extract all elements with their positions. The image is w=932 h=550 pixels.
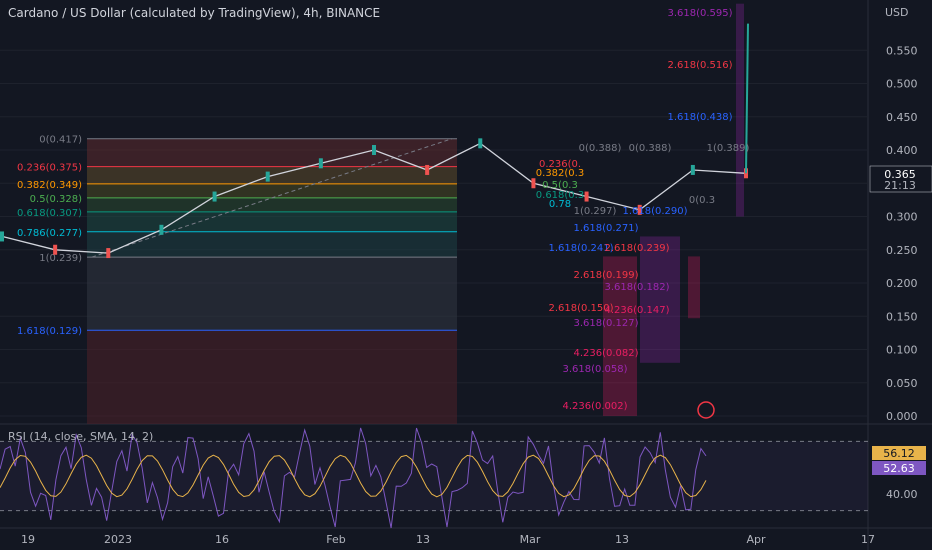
fib-extension-box bbox=[688, 256, 700, 319]
fib-level-label: 0.382(0.349) bbox=[17, 180, 82, 191]
last-price-badge bbox=[869, 165, 932, 193]
fib-band bbox=[87, 257, 457, 331]
last-price-value: 0.365 bbox=[884, 168, 916, 181]
price-tick-label: 0.050 bbox=[886, 377, 918, 390]
fib-extension-label: 1(0.297) bbox=[574, 206, 617, 217]
price-candle bbox=[584, 191, 589, 202]
price-tick-label: 0.550 bbox=[886, 44, 918, 57]
price-candle bbox=[0, 231, 4, 242]
rsi-band bbox=[0, 441, 868, 511]
price-tick-label: 0.250 bbox=[886, 244, 918, 257]
price-candle bbox=[212, 191, 217, 202]
fib-band bbox=[87, 211, 457, 232]
fib-extension-label: 2.618(0.516) bbox=[667, 60, 732, 71]
fib-level-label: 0(0.417) bbox=[39, 135, 82, 146]
fib-extension-label: 0.5(0.3 bbox=[542, 180, 578, 191]
lightning-icon bbox=[697, 401, 715, 419]
rsi-value-label: 56.12 bbox=[883, 447, 915, 460]
time-tick-label: 13 bbox=[416, 533, 430, 546]
chart-title: Cardano / US Dollar (calculated by Tradi… bbox=[8, 6, 381, 20]
fib-level-label: 1.618(0.129) bbox=[17, 326, 82, 337]
fib-extension-label: 0(0.388) bbox=[579, 143, 622, 154]
price-candle bbox=[478, 138, 483, 149]
fib-extension-label: 0(0.388) bbox=[629, 143, 672, 154]
price-axis-currency: USD bbox=[885, 6, 909, 19]
fib-extension-box bbox=[640, 236, 680, 363]
price-tick-label: 0.450 bbox=[886, 111, 918, 124]
fib-trend-line bbox=[91, 138, 453, 258]
fib-band bbox=[87, 183, 457, 198]
fib-level-label: 0.618(0.307) bbox=[17, 208, 82, 219]
price-tick-label: 0.500 bbox=[886, 78, 918, 91]
fib-extension-label: 0(0.3 bbox=[689, 195, 715, 206]
price-candle bbox=[53, 244, 58, 255]
fib-extension-label: 0.78 bbox=[549, 199, 571, 210]
fib-band bbox=[87, 330, 457, 424]
rsi-line bbox=[0, 427, 707, 529]
fib-extension-label: 2.618(0.239) bbox=[604, 243, 669, 254]
price-tick-label: 0.150 bbox=[886, 310, 918, 323]
time-tick-label: 17 bbox=[861, 533, 875, 546]
fib-extension-label: 3.618(0.182) bbox=[604, 282, 669, 293]
fib-extension-label: 1.618(0.241) bbox=[548, 243, 613, 254]
price-tick-label: 0.000 bbox=[886, 410, 918, 423]
fib-extension-label: 2.618(0.150) bbox=[548, 303, 613, 314]
fib-extension-label: 1.618(0.438) bbox=[667, 112, 732, 123]
fib-extension-label: 4.236(0.147) bbox=[604, 305, 669, 316]
rsi-ma-line bbox=[0, 454, 707, 498]
fib-extension-label: 3.618(0.595) bbox=[667, 8, 732, 19]
time-tick-label: Mar bbox=[520, 533, 541, 546]
fib-level-label: 0.786(0.277) bbox=[17, 228, 82, 239]
price-tick-label: 0.300 bbox=[886, 211, 918, 224]
fib-extension-label: 1(0.389) bbox=[707, 143, 750, 154]
fib-extension-label: 1.618(0.290) bbox=[622, 206, 687, 217]
time-tick-label: Feb bbox=[326, 533, 345, 546]
fib-extension-label: 1.618(0.271) bbox=[573, 223, 638, 234]
price-candle bbox=[425, 164, 430, 175]
fib-extension-label: 3.618(0.058) bbox=[562, 364, 627, 375]
price-tick-label: 0.100 bbox=[886, 344, 918, 357]
fib-band bbox=[87, 231, 457, 258]
fib-extension-label: 2.618(0.199) bbox=[573, 270, 638, 281]
price-breakout-line bbox=[745, 23, 749, 174]
fib-extension-label: 4.236(0.082) bbox=[573, 348, 638, 359]
fib-extension-box bbox=[736, 3, 744, 217]
fib-extension-box bbox=[603, 256, 637, 416]
fib-extension-label: 4.236(0.002) bbox=[562, 401, 627, 412]
rsi-tick-label: 40.00 bbox=[886, 488, 918, 501]
price-candle bbox=[372, 145, 376, 155]
price-tick-label: 0.400 bbox=[886, 144, 918, 157]
fib-band bbox=[87, 197, 457, 212]
fib-band bbox=[87, 138, 457, 167]
price-candle bbox=[106, 248, 111, 259]
price-tick-label: 0.200 bbox=[886, 277, 918, 290]
fib-level-label: 1(0.239) bbox=[39, 253, 82, 264]
time-tick-label: 16 bbox=[215, 533, 229, 546]
fib-extension-label: 0.618(0.3 bbox=[536, 190, 584, 201]
price-candle bbox=[318, 158, 323, 169]
rsi-title: RSI (14, close, SMA, 14, 2) bbox=[8, 430, 154, 443]
fib-level-label: 0.236(0.375) bbox=[17, 163, 82, 174]
fib-extension-label: 0.382(0.3 bbox=[536, 168, 584, 179]
time-tick-label: 13 bbox=[615, 533, 629, 546]
rsi-ma-badge bbox=[872, 446, 926, 460]
fib-level-label: 0.5(0.328) bbox=[30, 194, 82, 205]
rsi-badge bbox=[872, 461, 926, 475]
fib-extension-label: 3.618(0.127) bbox=[573, 318, 638, 329]
price-candle bbox=[690, 164, 695, 175]
time-tick-label: 19 bbox=[21, 533, 35, 546]
time-tick-label: 2023 bbox=[104, 533, 132, 546]
rsi-ma-value-label: 52.63 bbox=[883, 462, 915, 475]
price-candle bbox=[531, 178, 536, 189]
time-tick-label: Apr bbox=[746, 533, 766, 546]
fib-extension-label: 0.236(0. bbox=[539, 159, 581, 170]
price-candle bbox=[637, 204, 642, 215]
price-candle bbox=[265, 171, 270, 182]
price-candle bbox=[159, 224, 164, 235]
last-price-countdown: 21:13 bbox=[884, 179, 916, 192]
